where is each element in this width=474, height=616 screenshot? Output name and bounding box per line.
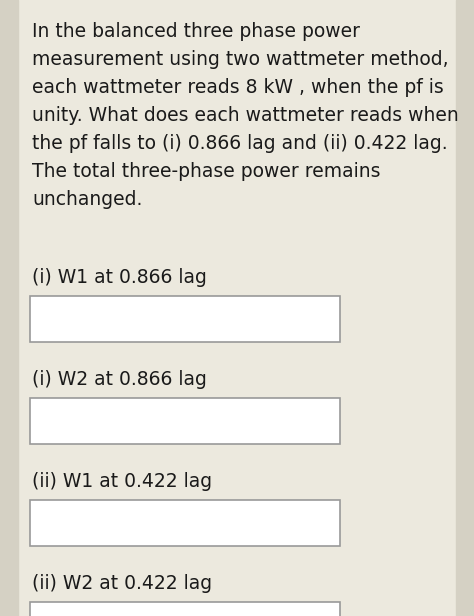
Text: each wattmeter reads 8 kW , when the pf is: each wattmeter reads 8 kW , when the pf …	[32, 78, 444, 97]
Bar	[0, 0, 18, 616]
FancyBboxPatch shape	[30, 602, 340, 616]
Text: the pf falls to (i) 0.866 lag and (ii) 0.422 lag.: the pf falls to (i) 0.866 lag and (ii) 0…	[32, 134, 447, 153]
Text: In the balanced three phase power: In the balanced three phase power	[32, 22, 360, 41]
Text: (ii) W1 at 0.422 lag: (ii) W1 at 0.422 lag	[32, 472, 212, 491]
Bar	[456, 0, 474, 616]
Text: measurement using two wattmeter method,: measurement using two wattmeter method,	[32, 50, 448, 69]
Text: The total three-phase power remains: The total three-phase power remains	[32, 162, 381, 181]
Text: (i) W2 at 0.866 lag: (i) W2 at 0.866 lag	[32, 370, 207, 389]
FancyBboxPatch shape	[30, 398, 340, 444]
FancyBboxPatch shape	[30, 500, 340, 546]
Text: unity. What does each wattmeter reads when: unity. What does each wattmeter reads wh…	[32, 106, 459, 125]
Text: unchanged.: unchanged.	[32, 190, 142, 209]
Text: (i) W1 at 0.866 lag: (i) W1 at 0.866 lag	[32, 268, 207, 287]
Text: (ii) W2 at 0.422 lag: (ii) W2 at 0.422 lag	[32, 574, 212, 593]
FancyBboxPatch shape	[30, 296, 340, 342]
